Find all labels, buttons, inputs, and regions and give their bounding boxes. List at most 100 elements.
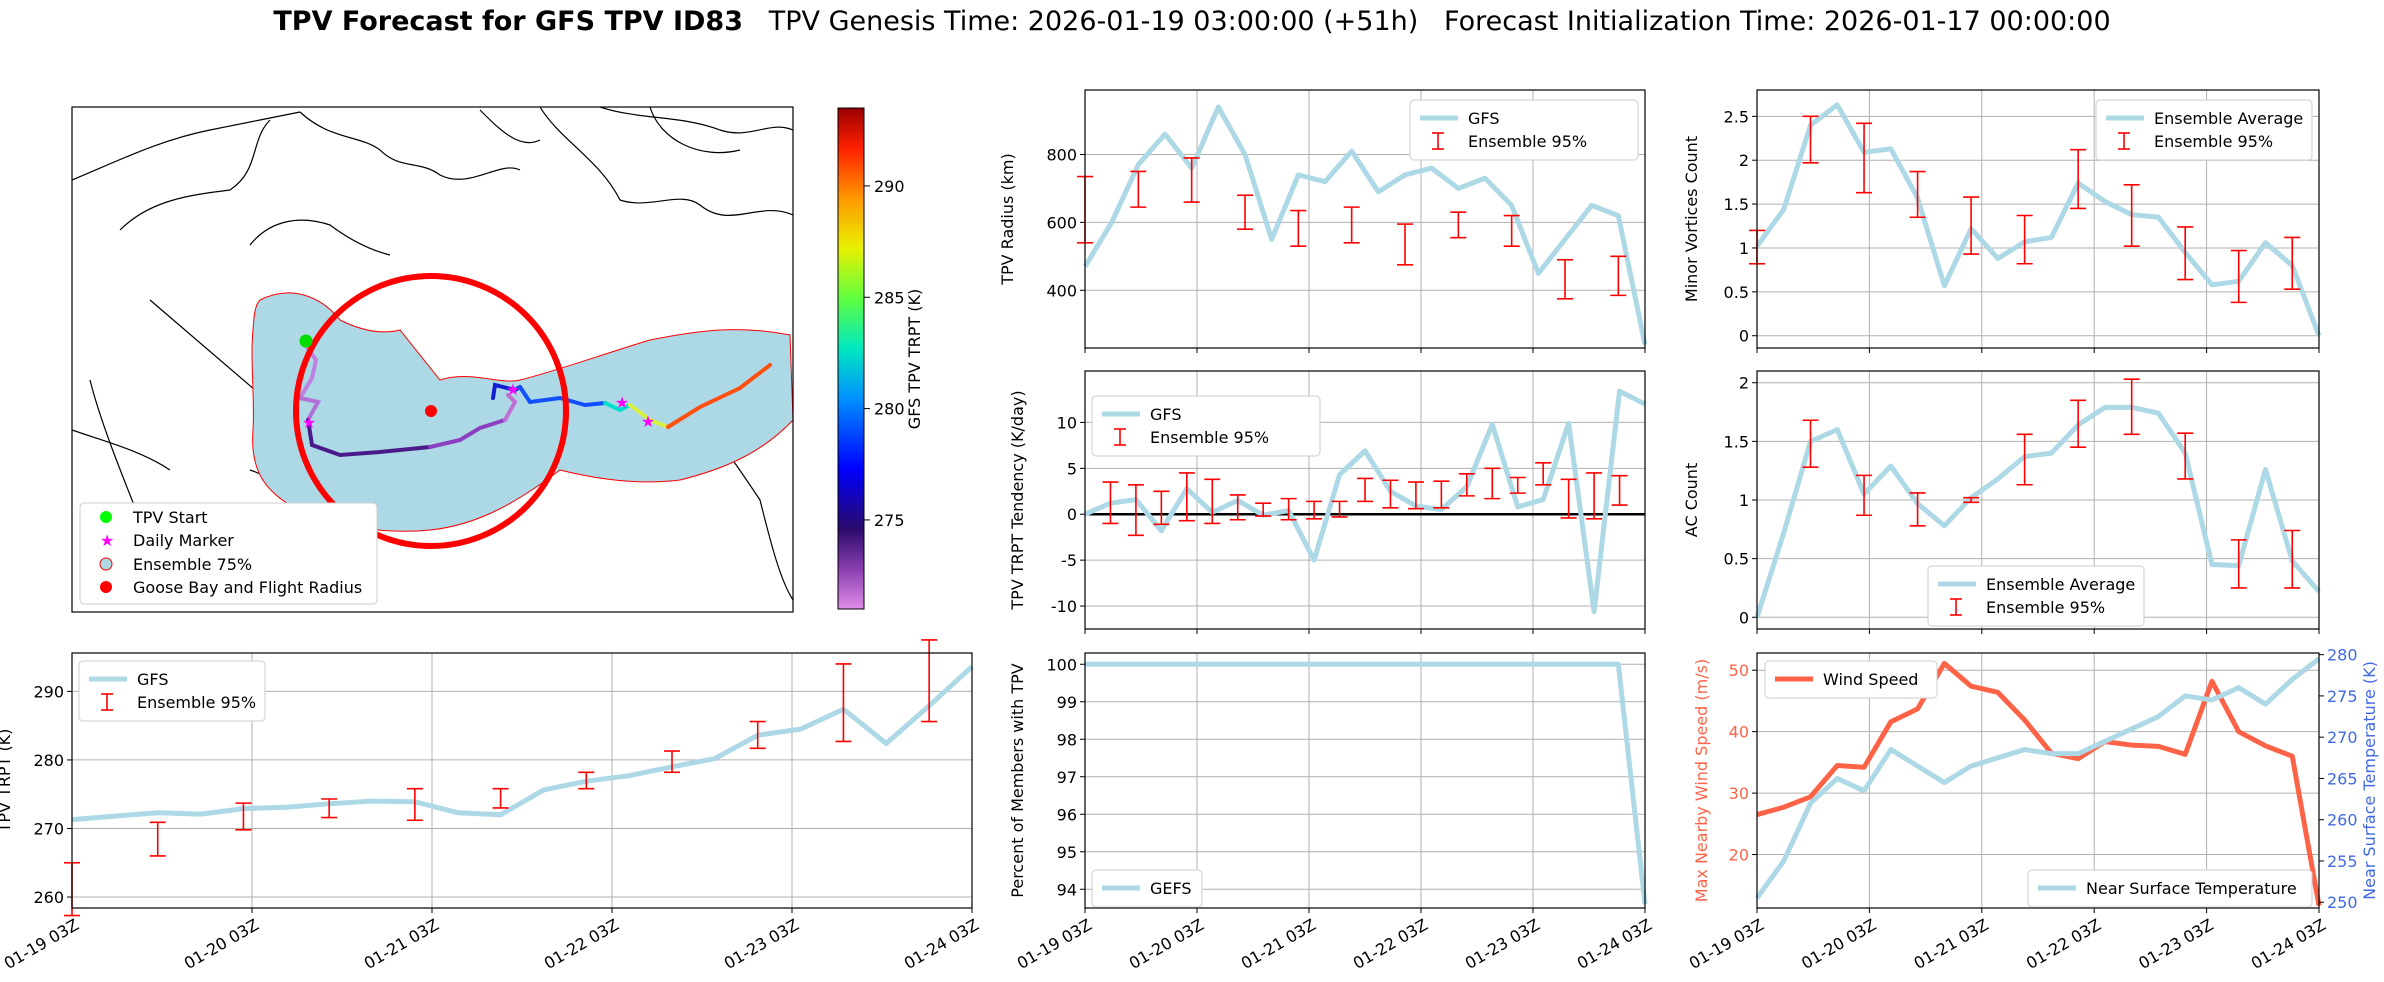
chart-wind: 20 30 40 50 01-19 03Z 01-20 03Z 01-21 03Z 01-22… [1686, 646, 2379, 973]
trpt-errorbar [149, 821, 166, 857]
minor-frame [1756, 89, 2320, 349]
trpt-errorbar [492, 787, 509, 809]
svg-text:★: ★ [615, 393, 629, 412]
wind-ytick-label: 40 [1729, 723, 1749, 742]
tendency-legend: GFS Ensemble 95% [1091, 395, 1321, 457]
members-ytick-label: 95 [1057, 843, 1077, 862]
colorbar-tick-label: 290 [874, 177, 905, 196]
ac-legend: Ensemble Average Ensemble 95% [1927, 565, 2145, 627]
legend-start-icon [100, 511, 112, 523]
legend-goose-icon [100, 581, 112, 593]
radius-errorbar [1503, 214, 1520, 247]
colorbar-label: GFS TPV TRPT (K) [905, 289, 924, 429]
wind-legend-box [1764, 660, 1938, 699]
trpt-legend-box [78, 660, 266, 722]
ac-errorbar [1856, 474, 1873, 517]
chart-trpt: 260 270 280 290 01-19 03Z 01-20 03Z 01-21 03Z 0… [0, 639, 982, 973]
wind-y2tick-label: 265 [2327, 769, 2358, 788]
wind-ylabel2: Near Surface Temperature (K) [2360, 661, 2379, 900]
chart-minor: 0 0.5 1 1.5 2 2.5 Minor Vortices Count Ensemble… [1682, 89, 2322, 353]
tendency-ylabel: TPV TRPT Tendency (K/day) [1008, 390, 1027, 610]
radius-ytick-label: 600 [1046, 213, 1077, 232]
chart-radius: 400 600 800 TPV Radius (km) GFS Ensemble 95% [998, 89, 1648, 353]
radius-ylabel: TPV Radius (km) [998, 153, 1017, 286]
trpt-errorbar [578, 771, 595, 790]
wind-y2tick-label: 255 [2327, 852, 2358, 871]
trpt-errorbar [749, 720, 766, 750]
ac-errorbar [1909, 492, 1926, 527]
radius-ytick-label: 400 [1046, 281, 1077, 300]
trpt-ylabel: TPV TRPT (K) [0, 729, 14, 834]
ac-frame [1756, 370, 2320, 630]
tendency-ytick-label: 0 [1067, 505, 1077, 524]
wind-y2tick-label: 275 [2327, 687, 2358, 706]
wind-legend: Near Surface Temperature [2027, 869, 2313, 908]
colorbar-tick-label: 285 [874, 288, 905, 307]
wind-ytick-label: 50 [1729, 661, 1749, 680]
daily-markers: ★ ★ ★ ★ [302, 380, 655, 432]
radius-errorbar [1610, 255, 1627, 297]
minor-errorbar [2123, 183, 2140, 248]
radius-errorbar [1450, 211, 1467, 239]
ac-errorbar [2123, 378, 2140, 436]
ac-errorbar [1963, 496, 1980, 504]
colorbar-ticks: 275 280 285 290 [864, 177, 905, 530]
minor-ytick-label: 1.5 [1724, 195, 1749, 214]
tendency-errorbar [1102, 481, 1119, 525]
colorbar-tick-label: 280 [874, 400, 905, 419]
ac-ylabel: AC Count [1682, 463, 1701, 537]
minor-legend-label: Ensemble Average [2154, 109, 2303, 128]
tendency-errorbar [1357, 477, 1373, 503]
legend-daily-icon: ★ [100, 531, 114, 550]
wind-xtick-label: 01-23 03Z [2135, 915, 2216, 973]
ac-errorbar [2016, 433, 2033, 486]
tendency-errorbar [1407, 481, 1424, 510]
trpt-xtick-label: 01-20 03Z [181, 915, 262, 973]
radius-errorbar [1237, 194, 1253, 230]
chart-tendency: -10 -5 0 5 10 TPV TRPT Tendency (K/day) GFS Ens… [1008, 370, 1647, 634]
tpv-start-marker [299, 334, 313, 348]
wind-xtick-label: 01-20 03Z [1798, 915, 1879, 973]
tendency-errorbar [1458, 473, 1475, 497]
legend-goose-label: Goose Bay and Flight Radius [133, 578, 362, 597]
minor-ylabel: Minor Vortices Count [1682, 136, 1701, 302]
trpt-errorbar [835, 663, 852, 743]
members-ytick-label: 96 [1057, 805, 1077, 824]
trpt-legend-label: Ensemble 95% [137, 693, 256, 712]
wind-y2tick-label: 260 [2327, 811, 2358, 830]
trpt-errorbar [664, 750, 680, 774]
tendency-errorbar [1382, 479, 1399, 509]
wind-temp-line [1754, 656, 2321, 900]
ac-line [1754, 404, 2321, 619]
tendency-frame [1084, 370, 1646, 630]
minor-errorbar [2016, 214, 2033, 265]
legend-daily-label: Daily Marker [133, 531, 234, 550]
legend-start-label: TPV Start [132, 508, 208, 527]
trpt-line [71, 664, 974, 823]
trpt-ytick-label: 280 [33, 751, 64, 770]
minor-legend: Ensemble Average Ensemble 95% [2095, 99, 2313, 161]
minor-errorbar [2284, 236, 2301, 291]
tendency-ytick-label: -5 [1061, 551, 1077, 570]
minor-legend-box [2095, 99, 2313, 161]
minor-errorbar [1856, 122, 1873, 194]
radius-ytick-label: 800 [1046, 146, 1077, 165]
tendency-errorbar [1127, 484, 1144, 537]
minor-legend-label: Ensemble 95% [2154, 132, 2273, 151]
colorbar-gradient [837, 107, 865, 610]
svg-text:★: ★ [302, 413, 316, 432]
tendency-errorbar [1280, 497, 1297, 521]
tendency-line [1084, 388, 1647, 615]
tendency-errorbar [1611, 474, 1628, 506]
ac-ytick-label: 1.5 [1724, 432, 1749, 451]
tendency-legend-label: Ensemble 95% [1150, 428, 1269, 447]
radius-errorbar [1557, 258, 1573, 300]
members-legend-label: GEFS [1150, 879, 1192, 898]
figure-title: TPV Forecast for GFS TPV ID83 TPV Genesi… [0, 6, 2384, 37]
wind-line [1756, 660, 2322, 906]
members-line [1085, 661, 1648, 905]
members-xtick-label: 01-23 03Z [1462, 915, 1543, 973]
members-legend: GEFS [1091, 869, 1203, 908]
minor-ytick-label: 2 [1739, 151, 1749, 170]
